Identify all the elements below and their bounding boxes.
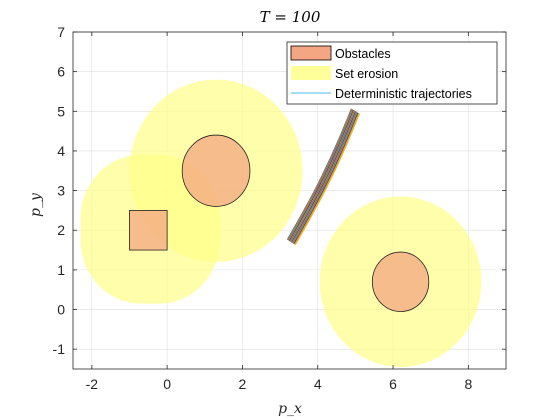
x-tick-label: 4 [314,376,322,392]
y-tick-labels: -1 0 1 2 3 4 5 6 7 [53,24,66,357]
y-tick-label: 0 [57,302,65,318]
trajectory-line [294,113,360,245]
y-tick-label: 3 [57,183,65,199]
y-tick-label: 7 [57,24,65,40]
x-tick-labels: -2 0 2 4 6 8 [86,376,473,392]
y-tick-marks [73,31,506,350]
legend-label-obstacles: Obstacles [335,47,391,61]
y-tick-label: -1 [53,341,66,357]
y-tick-label: 1 [57,262,65,278]
obstacle [181,134,251,207]
trajectory-layer [286,108,360,245]
legend-swatch-obstacles [290,45,332,61]
x-tick-label: -2 [86,376,99,392]
y-axis-label: p_y [28,192,44,217]
x-tick-marks [91,32,469,369]
legend-label-set-erosion: Set erosion [335,67,398,81]
plot-frame [72,31,507,370]
obstacle [371,251,430,312]
legend-label-trajectories: Deterministic trajectories [335,87,472,101]
y-tick-label: 6 [57,64,65,80]
obstacle-layer [129,134,430,312]
x-tick-label: 6 [389,376,397,392]
y-tick-label: 5 [57,103,65,119]
x-tick-label: 0 [163,376,171,392]
y-tick-label: 4 [57,143,65,159]
x-axis-label: p_x [278,401,302,417]
obstacle [129,210,168,251]
x-tick-label: 8 [464,376,472,392]
x-tick-label: 2 [239,376,247,392]
y-tick-label: 2 [57,222,65,238]
chart-title: T = 100 [260,8,321,26]
legend: Obstacles Set erosion Deterministic traj… [286,41,498,105]
legend-swatch-set-erosion [291,66,331,80]
